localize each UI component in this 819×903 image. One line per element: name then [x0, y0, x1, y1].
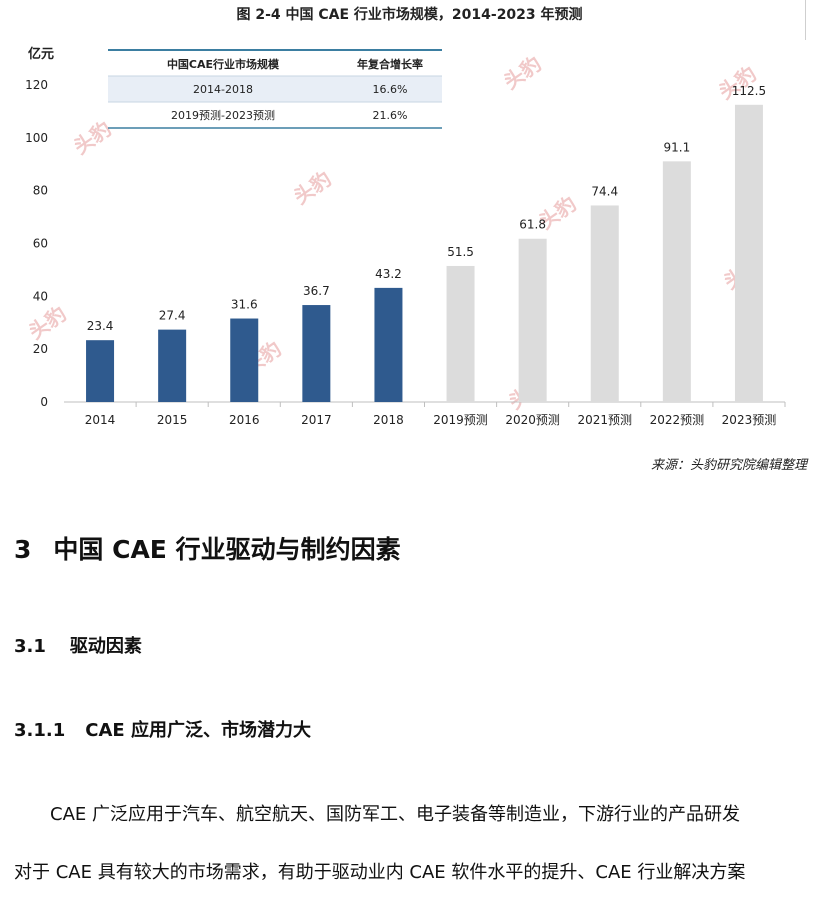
bar — [590, 205, 619, 402]
subsection-number: 3.1 — [14, 636, 46, 657]
x-tick-label: 2016 — [229, 413, 260, 427]
y-tick-label: 40 — [33, 289, 48, 303]
bar — [302, 305, 331, 402]
table-cell-period: 2019预测-2023预测 — [171, 109, 275, 122]
bar — [374, 287, 403, 402]
x-tick-label: 2017 — [301, 413, 332, 427]
bars — [86, 104, 786, 407]
y-tick-label: 100 — [25, 131, 48, 145]
section-number: 3 — [14, 535, 32, 564]
paragraph-line-2: 对于 CAE 具有较大的市场需求，有助于驱动业内 CAE 软件水平的提升、CAE… — [14, 862, 746, 883]
data-label: 31.6 — [231, 298, 258, 312]
subsection-title: 驱动因素 — [69, 636, 142, 657]
table-row — [108, 102, 442, 128]
inset-table: 中国CAE行业市场规模 年复合增长率 2014-2018 16.6% 2019预测-20… — [108, 49, 442, 129]
y-tick-label: 0 — [40, 395, 48, 409]
source-note: 来源：头豹研究院编辑整理 — [650, 458, 807, 473]
y-axis-unit: 亿元 — [28, 46, 54, 62]
watermark-text: 头豹 — [289, 166, 336, 209]
data-label: 27.4 — [159, 309, 186, 323]
x-tick-label: 2014 — [85, 413, 116, 427]
bar — [446, 265, 475, 402]
bar — [158, 329, 187, 402]
x-tick-label: 2019预测 — [433, 413, 488, 427]
subsubsection-number: 3.1.1 — [14, 720, 66, 741]
section-heading: 3 中国 CAE 行业驱动与制约因素 — [14, 530, 401, 566]
paragraph-line-1: CAE 广泛应用于汽车、航空航天、国防军工、电子装备等制造业，下游行业的产品研发 — [14, 804, 740, 825]
data-label: 23.4 — [87, 319, 114, 333]
x-tick-label: 2018 — [373, 413, 404, 427]
subsubsection-heading: 3.1.1 CAE 应用广泛、市场潜力大 — [14, 716, 311, 742]
data-label: 61.8 — [519, 218, 546, 232]
bar — [518, 238, 547, 402]
y-tick-label: 80 — [33, 184, 48, 198]
table-header-metric: 中国CAE行业市场规模 — [167, 57, 280, 71]
bar — [662, 161, 691, 402]
data-label: 112.5 — [732, 84, 766, 98]
bar — [230, 318, 259, 402]
data-label: 91.1 — [663, 140, 690, 154]
y-tick-label: 120 — [25, 78, 48, 92]
x-tick-label: 2023预测 — [722, 413, 777, 427]
figure-title: 图 2-4 中国 CAE 行业市场规模，2014-2023 年预测 — [236, 7, 583, 23]
data-label: 51.5 — [447, 245, 474, 259]
table-header-cagr: 年复合增长率 — [357, 57, 423, 71]
table-cell-cagr: 21.6% — [373, 109, 408, 122]
table-cell-cagr: 16.6% — [373, 83, 408, 96]
bar — [734, 104, 763, 402]
y-tick-label: 60 — [33, 237, 48, 251]
bar — [86, 340, 115, 402]
table-cell-period: 2014-2018 — [193, 83, 253, 96]
x-tick-label: 2015 — [157, 413, 188, 427]
table-row — [108, 76, 442, 102]
page-edge-rule — [805, 0, 806, 40]
data-label: 36.7 — [303, 284, 330, 298]
watermark-text: 头豹 — [24, 301, 71, 344]
x-tick-label: 2022预测 — [650, 413, 705, 427]
watermark-text: 头豹 — [499, 51, 546, 94]
x-tick-label: 2020预测 — [505, 413, 560, 427]
data-label: 74.4 — [591, 184, 618, 198]
section-title: 中国 CAE 行业驱动与制约因素 — [53, 535, 401, 564]
y-tick-label: 20 — [33, 342, 48, 356]
subsubsection-title: CAE 应用广泛、市场潜力大 — [85, 720, 311, 741]
subsection-heading: 3.1 驱动因素 — [14, 632, 142, 658]
data-label: 43.2 — [375, 267, 402, 281]
value-labels: 23.4 27.4 31.6 36.7 43.2 51.5 61.8 74.4 91.1 112.… — [87, 84, 766, 333]
x-axis-labels: 2014 2015 2016 2017 2018 2019预测 2020预测 2021预测 20… — [85, 413, 776, 427]
x-tick-label: 2021预测 — [577, 413, 632, 427]
